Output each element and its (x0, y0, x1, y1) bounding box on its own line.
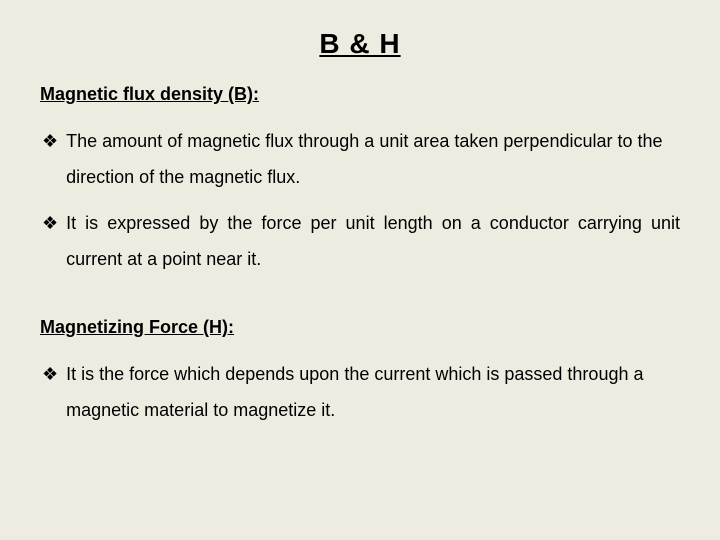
bullet-text: The amount of magnetic flux through a un… (66, 123, 680, 195)
bullet-text: It is the force which depends upon the c… (66, 356, 680, 428)
section-divider (40, 287, 680, 317)
bullet-item: ❖ The amount of magnetic flux through a … (40, 123, 680, 195)
section-heading-b: Magnetic flux density (B): (40, 84, 680, 105)
bullet-item: ❖ It is the force which depends upon the… (40, 356, 680, 428)
bullet-text: It is expressed by the force per unit le… (66, 205, 680, 277)
bullet-icon: ❖ (40, 205, 66, 277)
bullet-icon: ❖ (40, 123, 66, 195)
bullet-icon: ❖ (40, 356, 66, 428)
bullet-item: ❖ It is expressed by the force per unit … (40, 205, 680, 277)
section-heading-h: Magnetizing Force (H): (40, 317, 680, 338)
page-title: B & H (40, 28, 680, 60)
